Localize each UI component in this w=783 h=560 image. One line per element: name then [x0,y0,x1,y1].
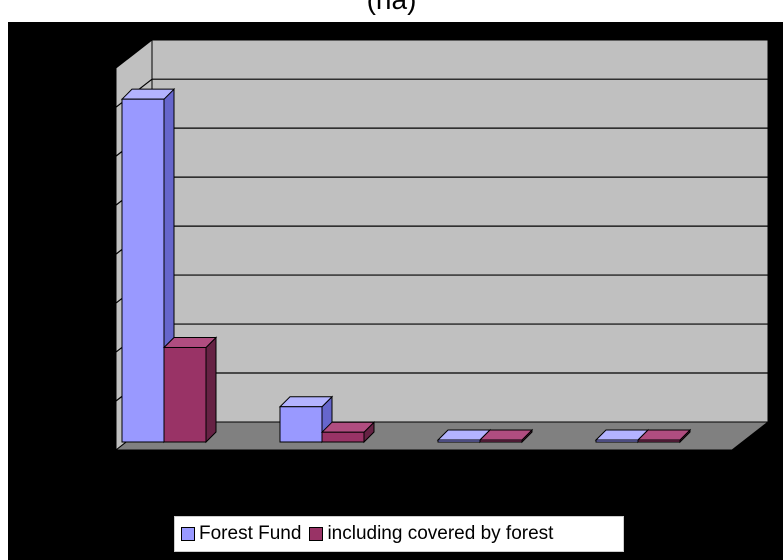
bar-s2-c2-top [320,421,376,433]
bar-s1-c3 [437,439,481,443]
bars [120,87,692,444]
legend-swatch-forest-fund [181,527,195,541]
bar-s1-c1 [121,98,165,443]
bar-s2-c1-top [162,336,218,348]
bar-s1-c4 [595,439,639,443]
bar-s1-c2 [279,406,323,443]
chart-title: (ha) [0,0,783,16]
bar-s2-c1-side [205,336,217,444]
bar-s2-c4 [637,439,681,443]
legend-entry-forest-fund: Forest Fund [181,523,301,545]
bar-s2-c3-top [478,429,534,441]
back-wall [151,39,769,423]
chart-legend: Forest Fund including covered by forest [174,516,624,552]
legend-swatch-covered-by-forest [309,527,324,541]
legend-label-covered-by-forest: including covered by forest [327,523,554,544]
bar-s2-c1 [163,346,207,443]
bar-s2-c3 [479,439,523,443]
legend-label-forest-fund: Forest Fund [199,523,302,544]
legend-entry-covered-by-forest: including covered by forest [309,523,553,545]
bar-s1-c2-top [278,396,334,408]
bar-s2-c4-top [636,429,692,441]
bar-s1-c1-top [120,88,176,100]
bar-s2-c2 [321,431,365,443]
